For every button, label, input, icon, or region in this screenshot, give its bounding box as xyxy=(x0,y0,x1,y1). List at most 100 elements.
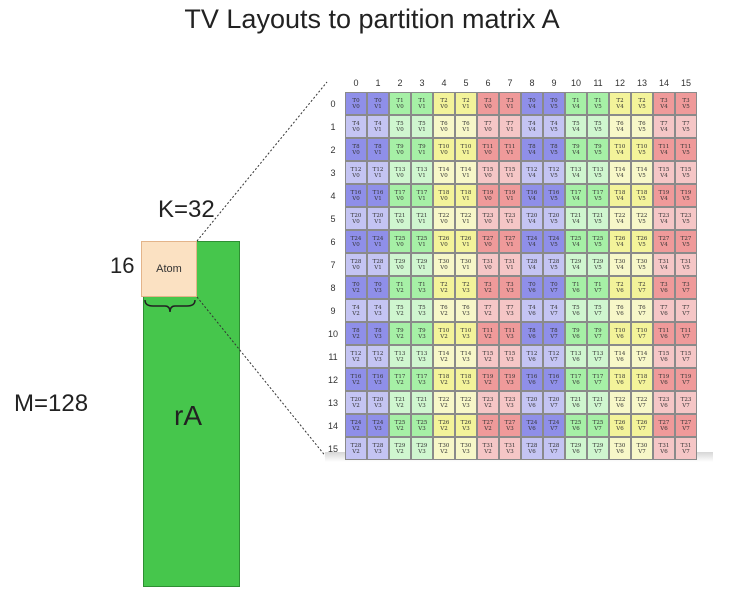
thread-id: T29 xyxy=(416,442,428,449)
thread-id: T26 xyxy=(636,419,648,426)
grid-cell: T2 V7 xyxy=(631,276,653,299)
row-header: 13 xyxy=(327,398,338,408)
thread-id: T6 xyxy=(440,120,448,127)
grid-cell: T19 V2 xyxy=(477,368,499,391)
grid-cell: T9 V4 xyxy=(565,138,587,161)
grid-cell: T28 V3 xyxy=(367,437,389,460)
atom-tile: Atom xyxy=(141,241,197,297)
thread-id: T30 xyxy=(614,258,626,265)
grid-cell: T26 V3 xyxy=(455,414,477,437)
value-id: V7 xyxy=(594,356,602,363)
grid-cell: T13 V7 xyxy=(587,345,609,368)
value-id: V2 xyxy=(440,425,448,432)
thread-id: T25 xyxy=(570,235,582,242)
thread-id: T20 xyxy=(372,212,384,219)
value-id: V3 xyxy=(418,425,426,432)
value-id: V6 xyxy=(616,425,624,432)
grid-cell: T13 V5 xyxy=(587,161,609,184)
value-id: V2 xyxy=(484,333,492,340)
value-id: V2 xyxy=(352,310,360,317)
value-id: V4 xyxy=(660,218,668,225)
grid-cell: T11 V0 xyxy=(477,138,499,161)
thread-id: T26 xyxy=(438,235,450,242)
thread-id: T29 xyxy=(592,442,604,449)
thread-id: T17 xyxy=(592,189,604,196)
thread-id: T2 xyxy=(462,281,470,288)
grid-cell: T11 V4 xyxy=(653,138,675,161)
grid-cell: T27 V3 xyxy=(499,414,521,437)
value-id: V3 xyxy=(418,379,426,386)
thread-id: T6 xyxy=(638,304,646,311)
grid-cell: T31 V6 xyxy=(653,437,675,460)
grid-cell: T28 V1 xyxy=(367,253,389,276)
value-id: V3 xyxy=(374,356,382,363)
grid-cell: T19 V6 xyxy=(653,368,675,391)
grid-cell: T27 V5 xyxy=(675,230,697,253)
thread-id: T15 xyxy=(482,350,494,357)
thread-id: T1 xyxy=(572,281,580,288)
value-id: V6 xyxy=(572,402,580,409)
grid-cell: T6 V2 xyxy=(433,299,455,322)
value-id: V5 xyxy=(550,126,558,133)
grid-cell: T18 V0 xyxy=(433,184,455,207)
thread-id: T6 xyxy=(638,120,646,127)
value-id: V1 xyxy=(506,218,514,225)
thread-id: T14 xyxy=(438,350,450,357)
m-dimension-label: M=128 xyxy=(14,390,89,417)
grid-cell: T13 V1 xyxy=(411,161,433,184)
grid-cell: T10 V7 xyxy=(631,322,653,345)
value-id: V4 xyxy=(660,264,668,271)
grid-cell: T25 V7 xyxy=(587,414,609,437)
grid-cell: T18 V4 xyxy=(609,184,631,207)
grid-cell: T16 V4 xyxy=(521,184,543,207)
grid-cell: T10 V1 xyxy=(455,138,477,161)
grid-cell: T12 V1 xyxy=(367,161,389,184)
value-id: V0 xyxy=(352,149,360,156)
grid-cell: T25 V2 xyxy=(389,414,411,437)
value-id: V0 xyxy=(352,195,360,202)
thread-id: T30 xyxy=(636,258,648,265)
thread-id: T18 xyxy=(438,189,450,196)
value-id: V7 xyxy=(638,379,646,386)
value-id: V3 xyxy=(506,356,514,363)
diagram-title: TV Layouts to partition matrix A xyxy=(184,4,560,34)
value-id: V1 xyxy=(418,126,426,133)
thread-id: T12 xyxy=(526,166,538,173)
thread-id: T12 xyxy=(548,166,560,173)
value-id: V7 xyxy=(682,379,690,386)
thread-id: T22 xyxy=(438,212,450,219)
grid-cell: T29 V3 xyxy=(411,437,433,460)
thread-id: T28 xyxy=(372,442,384,449)
grid-cell: T31 V5 xyxy=(675,253,697,276)
column-header: 7 xyxy=(507,78,513,88)
grid-cell: T4 V0 xyxy=(345,115,367,138)
value-id: V1 xyxy=(374,218,382,225)
thread-id: T1 xyxy=(418,97,426,104)
thread-id: T21 xyxy=(416,396,428,403)
thread-id: T9 xyxy=(396,327,404,334)
value-id: V3 xyxy=(462,333,470,340)
value-id: V2 xyxy=(352,379,360,386)
thread-id: T11 xyxy=(482,327,494,334)
value-id: V3 xyxy=(506,310,514,317)
value-id: V5 xyxy=(638,172,646,179)
grid-cell: T17 V3 xyxy=(411,368,433,391)
thread-id: T10 xyxy=(636,327,648,334)
value-id: V6 xyxy=(660,356,668,363)
grid-cell: T30 V4 xyxy=(609,253,631,276)
grid-cell: T8 V5 xyxy=(543,138,565,161)
grid-cell: T10 V2 xyxy=(433,322,455,345)
grid-cell: T5 V7 xyxy=(587,299,609,322)
grid-cell: T9 V6 xyxy=(565,322,587,345)
value-id: V7 xyxy=(682,448,690,455)
row-header: 4 xyxy=(330,191,336,201)
thread-id: T28 xyxy=(548,442,560,449)
thread-id: T2 xyxy=(616,281,624,288)
value-id: V7 xyxy=(682,287,690,294)
thread-id: T12 xyxy=(350,350,362,357)
thread-id: T13 xyxy=(394,350,406,357)
thread-id: T21 xyxy=(394,212,406,219)
value-id: V2 xyxy=(396,402,404,409)
grid-cell: T25 V0 xyxy=(389,230,411,253)
grid-cell: T1 V3 xyxy=(411,276,433,299)
